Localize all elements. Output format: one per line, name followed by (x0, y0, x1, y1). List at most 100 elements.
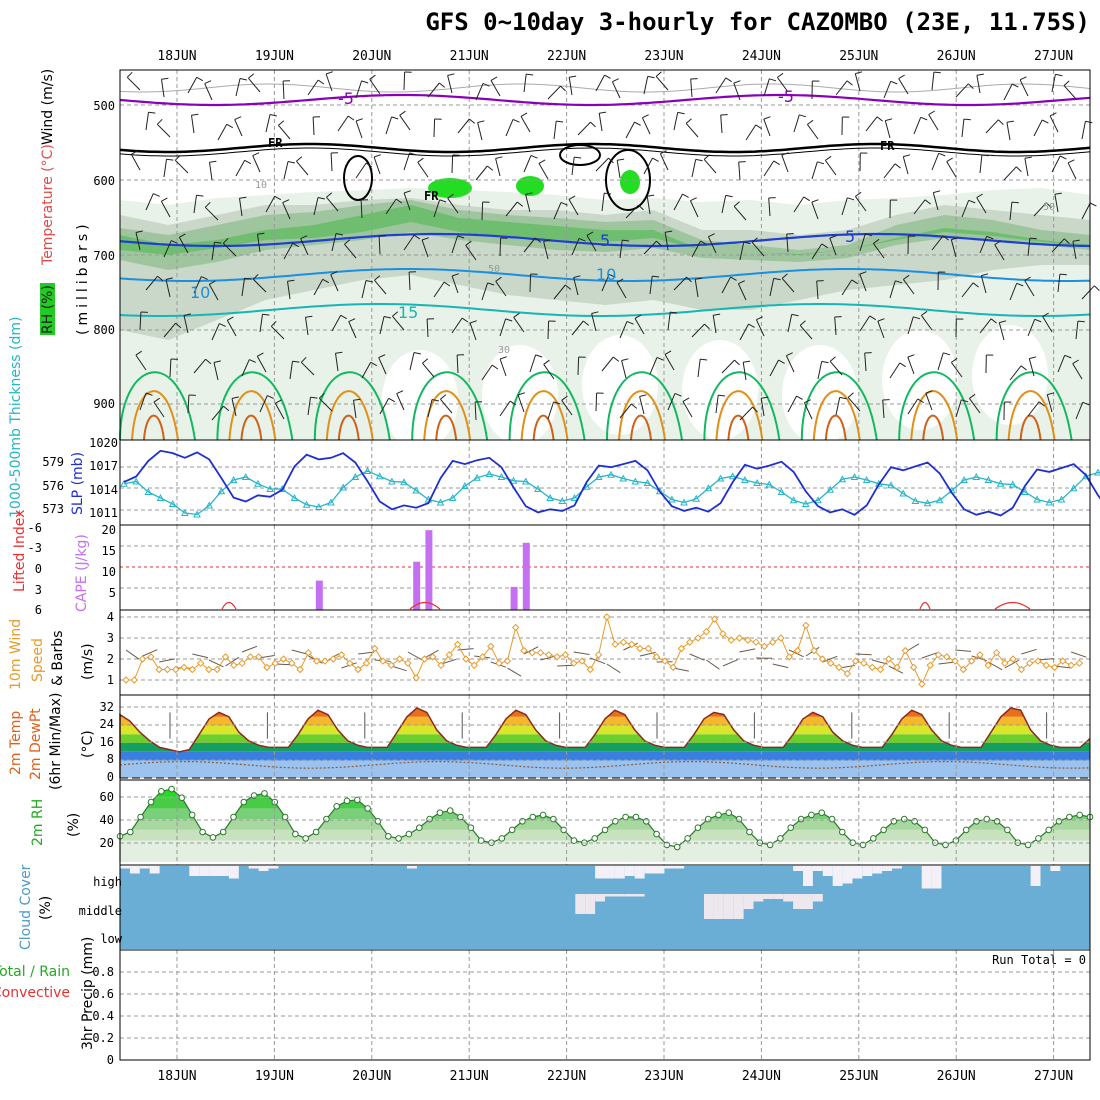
wind-barb (769, 278, 775, 297)
wind-barb (889, 362, 901, 379)
wind-barb-flag (630, 403, 638, 409)
wind-barb-flag (928, 110, 935, 116)
sfc-barb (507, 667, 522, 677)
thickness-point (144, 487, 153, 495)
rh-point (395, 835, 402, 842)
wind10-point (719, 630, 727, 638)
wind-barb (505, 119, 514, 137)
cloud-level-high: high (93, 875, 122, 889)
temp-band (120, 760, 1090, 778)
wind-barb-flag (335, 351, 343, 354)
ylabel-slp: SLP (mb) (70, 452, 86, 515)
wind-barb-flag (447, 73, 455, 76)
thickness-point (862, 475, 871, 483)
wind10-point (992, 648, 1001, 657)
cloud-high (842, 866, 853, 884)
run-total: Run Total = 0 (992, 953, 1086, 967)
rh-point (539, 811, 547, 819)
wind-barb (239, 198, 243, 217)
wind-barb (451, 154, 454, 174)
rh-point (643, 818, 650, 825)
thickness-point (935, 496, 944, 504)
thickness-point (923, 499, 932, 507)
wind-barb-flag (274, 195, 282, 201)
thickness-point (692, 494, 701, 502)
wind-barb (907, 398, 919, 415)
wind-barb (649, 276, 653, 295)
wind-barb (667, 393, 676, 411)
wind-barb (864, 352, 867, 372)
wind-barb (841, 197, 848, 216)
wind-barb (477, 122, 483, 141)
wind-barb (403, 152, 411, 171)
w10-tick-3: 3 (107, 631, 114, 645)
wind-barb (634, 318, 645, 335)
thickness-point (534, 484, 542, 492)
cloud-mid (753, 894, 764, 902)
wind-barb-flag (743, 360, 751, 363)
wind-barb (884, 120, 891, 139)
li-trace (994, 601, 1031, 610)
thickness-point (448, 493, 457, 501)
cloud-high (258, 866, 269, 871)
wind10-point (661, 657, 669, 665)
cape-tick-5: 5 (109, 586, 116, 600)
wind-barb-flag (578, 237, 586, 242)
temp-line (119, 707, 1091, 778)
sfc-barb (606, 663, 621, 674)
ylabel-wind: Wind (m/s) (40, 69, 56, 145)
wind10-point (321, 657, 329, 665)
wind-barb (1051, 238, 1065, 253)
wind-barb (385, 198, 397, 215)
sfc-barb (440, 658, 457, 665)
wind-barb (139, 311, 142, 331)
thickness-point (680, 498, 688, 506)
wind10-point (196, 659, 205, 667)
wind-barb (619, 240, 623, 259)
wind-barb (330, 274, 339, 292)
wind-barb (664, 232, 669, 251)
wind-barb-flag (761, 396, 769, 399)
wind-barb-flag (1085, 120, 1093, 124)
wind-barb-flag (725, 194, 733, 198)
dewpoint-line (119, 761, 1091, 769)
sfc-barb (772, 663, 789, 669)
wind-barb-flag (1024, 276, 1031, 282)
wind-barb-flag (438, 82, 446, 88)
wind-barb (907, 316, 914, 335)
wind-barb-flag (1067, 159, 1075, 164)
wind-barb-flag (166, 158, 174, 161)
wind-barb-flag (370, 361, 378, 367)
wind-barb (854, 196, 867, 212)
rh-point (890, 818, 898, 825)
isotherm-plus20 (313, 371, 391, 441)
wind-barb-flag (847, 197, 855, 201)
rh-point (529, 813, 537, 821)
wind-barb-flag (703, 154, 710, 160)
freezing-level-2 (119, 147, 1091, 157)
wind-barb-flag (1077, 320, 1085, 323)
wind-barb-flag (803, 196, 810, 202)
temp-panel: 32 24 16 8 0 2m Temp 2m DewPt (6hr Min/M… (8, 693, 1091, 790)
wind-barb (806, 124, 819, 140)
cloud-mid (812, 894, 823, 902)
wind-barb (673, 193, 683, 211)
wind-barb (568, 77, 573, 96)
wind10-point (354, 665, 362, 674)
wind-barb (643, 157, 653, 175)
wind-barb-flag (292, 360, 300, 363)
wind10-point (967, 657, 976, 665)
wind-barb (426, 318, 429, 338)
wind-barb (913, 117, 922, 135)
sfc-barb (142, 649, 158, 657)
thickness-point (558, 496, 567, 504)
wind-barb (543, 364, 555, 380)
wind-barb-flag (365, 280, 374, 283)
cloud-mid (773, 894, 784, 899)
wind-barb (1081, 285, 1095, 300)
rh-point (147, 798, 155, 806)
thickness-point (594, 472, 603, 480)
sfc-barb (987, 661, 1003, 671)
ylabel-cloud-unit: (%) (38, 896, 54, 920)
thickness-point (509, 476, 518, 484)
